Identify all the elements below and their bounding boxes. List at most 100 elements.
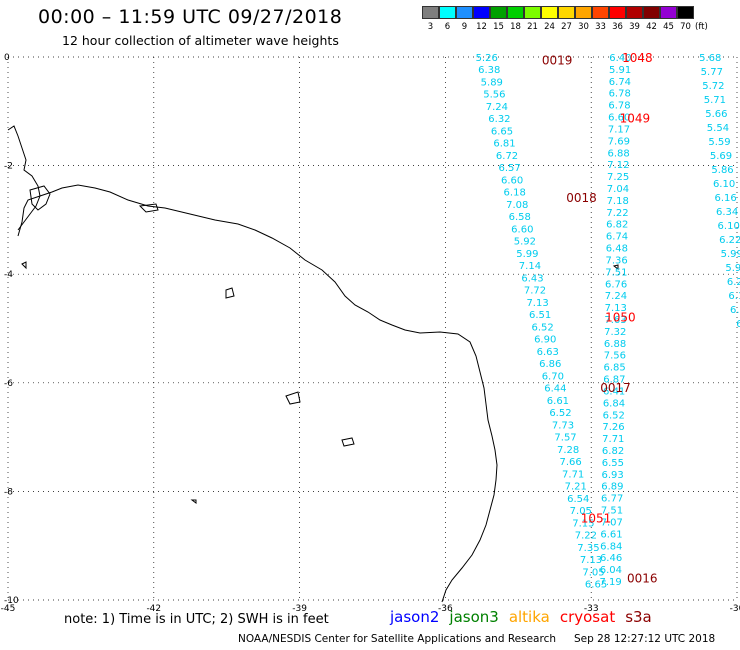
legend-swatch: [677, 6, 694, 19]
wave-height-value: 6.1: [728, 291, 740, 302]
lat-tick-label: 0: [4, 53, 10, 63]
pass-time-label: 0016: [627, 571, 658, 585]
wave-height-value: 5.99: [516, 249, 538, 260]
wave-height-value: 7.32: [604, 327, 626, 338]
wave-height-value: 7.36: [605, 255, 627, 266]
legend-swatch-label: 9: [461, 22, 468, 32]
legend-swatch-label: 18: [510, 22, 521, 32]
wave-height-value: 6.89: [601, 482, 623, 493]
wave-height-value: 6.60: [608, 113, 630, 124]
legend-swatch-label: 39: [629, 22, 640, 32]
wave-height-value: 7.22: [575, 531, 597, 542]
wave-height-value: 7.63: [604, 315, 626, 326]
footer-timestamp: Sep 28 12:27:12 UTC 2018: [574, 633, 716, 645]
lat-tick-label: -2: [4, 162, 13, 172]
legend-swatch-label: 12: [476, 22, 487, 32]
wave-height-value: 7.35: [577, 543, 599, 554]
wave-height-value: 5.54: [707, 123, 729, 134]
wave-height-value: 6.86: [539, 359, 561, 370]
wave-height-value: 6.32: [488, 114, 510, 125]
wave-height-value: 7.28: [557, 445, 579, 456]
coastline-small-islet-6: [190, 499, 197, 504]
wave-height-value: 6.34: [716, 207, 738, 218]
wave-height-value: 7.17: [608, 124, 630, 135]
wave-height-value: 6.58: [509, 212, 531, 223]
legend-swatch: [422, 6, 439, 19]
wave-height-value: 6.48: [606, 244, 628, 255]
legend-swatch-label: 36: [612, 22, 623, 32]
wave-height-value: 5.9: [725, 263, 740, 274]
legend-swatch: [524, 6, 541, 19]
wave-height-value: 7.24: [486, 102, 508, 113]
wave-height-value: 5.59: [708, 137, 730, 148]
legend-swatch-label: 3: [427, 22, 434, 32]
wave-height-value: 7.56: [604, 351, 626, 362]
legend-swatch: [439, 6, 456, 19]
wave-height-value: 6.2: [727, 277, 740, 288]
wave-height-value: 6.57: [498, 163, 520, 174]
coastline-small-islet-5: [21, 261, 27, 270]
wave-height-value: 7.14: [519, 261, 541, 272]
wave-height-value: 6.61: [547, 396, 569, 407]
coastline-small-islet-7: [612, 264, 619, 270]
wave-height-value: 7.21: [565, 482, 587, 493]
color-scale-labels: 3 6 9 12 15 18 21 24 27 30 33 36 39 42 45 70 (ft): [422, 22, 708, 32]
wave-height-value: 6.93: [601, 470, 623, 481]
wave-height-value: 6.22: [719, 235, 740, 246]
satellite-legend-item: jason2: [390, 608, 440, 626]
wave-height-value: 7.13: [580, 555, 602, 566]
legend-swatch: [626, 6, 643, 19]
wave-height-value: 7.05: [582, 567, 604, 578]
pass-time-label: 1050: [605, 311, 636, 325]
wave-height-value: 6.51: [529, 310, 551, 321]
satellite-legend-item: s3a: [625, 608, 652, 626]
wave-height-value: 6.84: [600, 541, 622, 552]
wave-height-value: 7.05: [570, 506, 592, 517]
wave-height-value: 6.52: [549, 408, 571, 419]
wave-height-value: 6: [736, 319, 740, 330]
legend-swatch: [660, 6, 677, 19]
wave-height-value: 7.57: [554, 433, 576, 444]
lat-tick-label: -10: [4, 596, 19, 606]
color-scale-swatches: [422, 6, 708, 19]
wave-height-value: 6.60: [511, 224, 533, 235]
wave-height-value: 6.41: [603, 386, 625, 397]
legend-swatch: [490, 6, 507, 19]
wave-height-value: 7.19: [600, 577, 622, 588]
legend-swatch: [473, 6, 490, 19]
wave-height-value: 6.10: [718, 221, 740, 232]
lat-tick-label: -8: [4, 487, 13, 497]
legend-swatch-label: 24: [544, 22, 555, 32]
time-labels: 0019 1048 1049 0018 1050 0017 1051 0016: [542, 51, 658, 585]
wave-height-value: 6.78: [608, 101, 630, 112]
pass-time-label: 0017: [600, 381, 631, 395]
legend-swatch: [507, 6, 524, 19]
wave-height-value: 6.54: [567, 494, 589, 505]
wave-height-value: 6.52: [532, 322, 554, 333]
map-subtitle: 12 hour collection of altimeter wave hei…: [62, 33, 339, 48]
wave-height-value: 6.61: [600, 529, 622, 540]
map-footer: NOAA/NESDIS Center for Satellite Applica…: [238, 633, 715, 645]
lon-tick-label: -45: [1, 604, 16, 614]
satellite-legend-item: altika: [508, 608, 550, 626]
wave-height-value: 6.77: [601, 494, 623, 505]
wave-height-value: 7.07: [601, 517, 623, 528]
legend-swatch: [456, 6, 473, 19]
legend-swatch-label: 33: [595, 22, 606, 32]
wave-height-value: 7.24: [605, 291, 627, 302]
wave-height-value: 6.88: [604, 339, 626, 350]
wave-height-value: 6.82: [602, 446, 624, 457]
wave-height-value: 6.84: [603, 398, 625, 409]
map-grid: [7, 56, 738, 601]
legend-swatch: [558, 6, 575, 19]
wave-height-value: 7.08: [506, 200, 528, 211]
coastline: [7, 125, 619, 603]
lon-tick-label: -36: [438, 604, 453, 614]
satellite-legend: jason2 jason3 altika cryosat s3a: [390, 608, 662, 626]
wave-height-value: 6.04: [600, 565, 622, 576]
satellite-legend-item: cryosat: [559, 608, 616, 626]
wave-height-value: 6.40: [609, 53, 631, 64]
wave-height-value: 6.63: [537, 347, 559, 358]
coastline-small-islet-3: [285, 391, 301, 405]
wave-height-value: 7.26: [602, 422, 624, 433]
